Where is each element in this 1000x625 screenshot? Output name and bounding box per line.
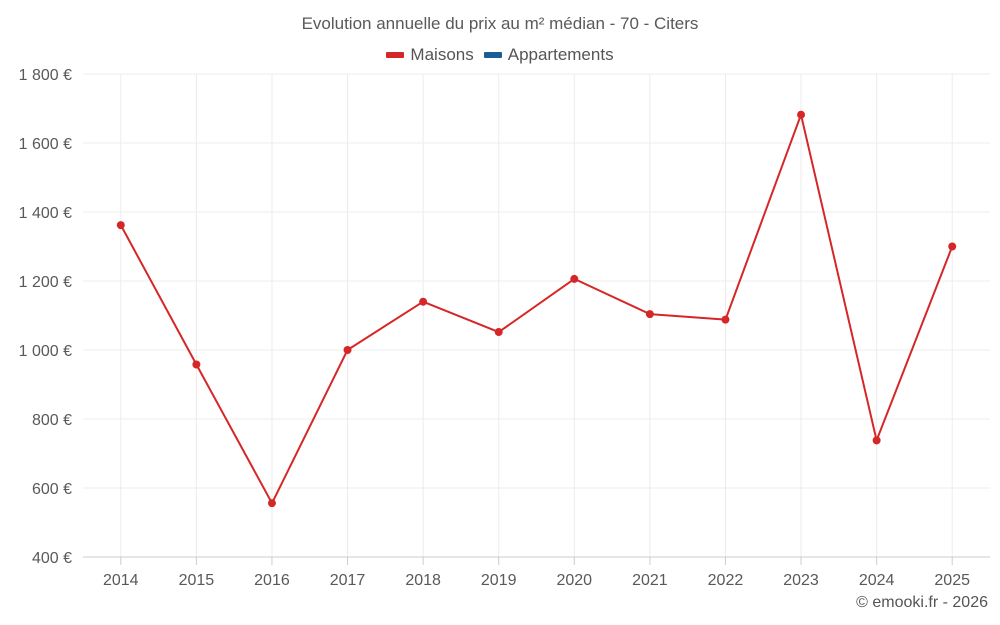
legend: Maisons Appartements bbox=[0, 45, 1000, 65]
data-point bbox=[192, 360, 201, 369]
legend-item-maisons[interactable]: Maisons bbox=[386, 45, 474, 65]
legend-label-appartements: Appartements bbox=[507, 45, 614, 64]
series-line-maisons bbox=[119, 113, 954, 505]
y-tick-label: 400 € bbox=[32, 550, 72, 567]
data-point bbox=[570, 274, 579, 283]
credit: © emooki.fr - 2026 bbox=[856, 594, 988, 611]
data-point bbox=[948, 242, 957, 251]
data-point bbox=[721, 315, 730, 324]
x-tick-label: 2018 bbox=[405, 572, 441, 589]
data-point bbox=[872, 436, 881, 445]
data-point bbox=[116, 221, 125, 230]
legend-item-appartements[interactable]: Appartements bbox=[483, 45, 614, 65]
y-tick-label: 1 000 € bbox=[19, 343, 72, 360]
chart-title: Evolution annuelle du prix au m² médian … bbox=[301, 14, 699, 33]
data-point bbox=[645, 310, 654, 319]
data-point bbox=[494, 328, 503, 337]
data-point bbox=[419, 297, 428, 306]
x-tick-label: 2023 bbox=[783, 572, 819, 589]
x-tick-label: 2022 bbox=[708, 572, 744, 589]
y-tick-label: 1 800 € bbox=[19, 67, 72, 84]
x-tick-label: 2024 bbox=[859, 572, 895, 589]
x-tick-label: 2020 bbox=[556, 572, 592, 589]
x-tick-label: 2014 bbox=[103, 572, 139, 589]
data-point bbox=[343, 346, 352, 354]
y-tick-label: 1 400 € bbox=[19, 205, 72, 222]
x-tick-label: 2015 bbox=[179, 572, 215, 589]
legend-swatch-maisons bbox=[386, 52, 405, 58]
data-point bbox=[797, 110, 806, 119]
x-tick-label: 2021 bbox=[632, 572, 668, 589]
x-tick-label: 2019 bbox=[481, 572, 517, 589]
x-tick-label: 2017 bbox=[330, 572, 366, 589]
y-tick-label: 1 200 € bbox=[19, 274, 72, 291]
x-tick-label: 2016 bbox=[254, 572, 290, 589]
x-tick-label: 2025 bbox=[934, 572, 970, 589]
y-tick-label: 1 600 € bbox=[19, 136, 72, 153]
y-tick-label: 600 € bbox=[32, 481, 72, 498]
data-point bbox=[267, 499, 276, 508]
legend-label-maisons: Maisons bbox=[410, 45, 474, 64]
legend-swatch-appartements bbox=[483, 52, 502, 58]
y-tick-label: 800 € bbox=[32, 412, 72, 429]
